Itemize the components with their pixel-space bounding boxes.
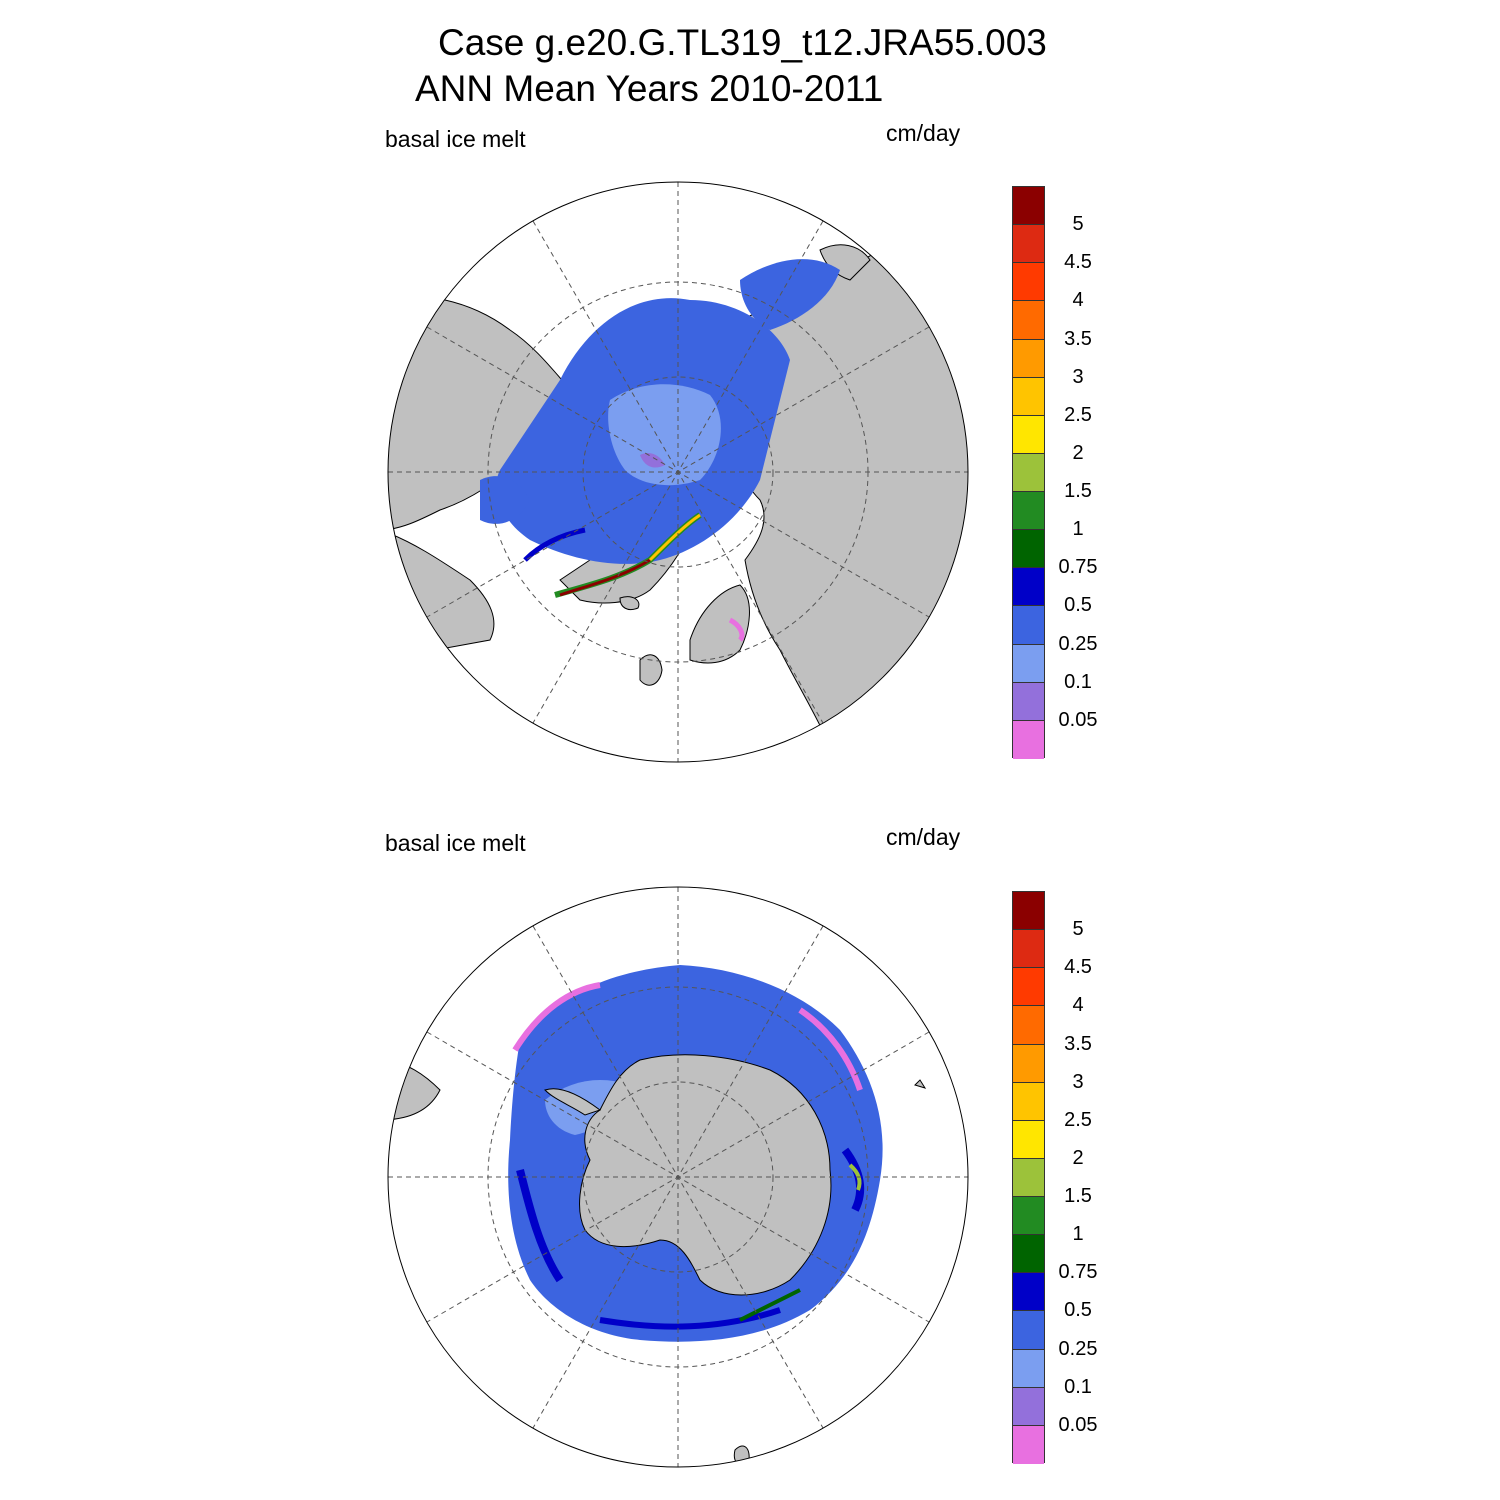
south-graticule (388, 887, 968, 1467)
north-colorbar (1012, 186, 1045, 759)
colorbar-swatch (1013, 1425, 1044, 1464)
colorbar-swatch (1013, 263, 1044, 302)
colorbar-swatch (1013, 1158, 1044, 1197)
colorbar-tick-label: 1 (1072, 518, 1084, 541)
colorbar-tick-label: 2 (1072, 1146, 1084, 1169)
colorbar-swatch (1013, 1006, 1044, 1045)
colorbar-tick-label: 0.1 (1064, 1375, 1092, 1398)
colorbar-swatch (1013, 1044, 1044, 1083)
north-polar-map (388, 182, 968, 762)
colorbar-swatch (1013, 1120, 1044, 1159)
colorbar-swatch (1013, 377, 1044, 416)
colorbar-tick-label: 1 (1072, 1223, 1084, 1246)
colorbar-swatch (1013, 682, 1044, 721)
colorbar-swatch (1013, 644, 1044, 683)
colorbar-swatch (1013, 301, 1044, 340)
colorbar-swatch (1013, 339, 1044, 378)
north-ice-melt-field (480, 259, 840, 642)
colorbar-swatch (1013, 892, 1044, 931)
south-map-border (387, 886, 969, 1468)
colorbar-tick-label: 1.5 (1064, 1185, 1092, 1208)
north-map-border (387, 181, 969, 763)
colorbar-tick-label: 4.5 (1064, 956, 1092, 979)
south-panel-variable-label: basal ice melt (385, 830, 526, 856)
colorbar-tick-label: 0.75 (1058, 556, 1098, 579)
colorbar-tick-label: 2.5 (1064, 403, 1092, 426)
colorbar-swatch (1013, 1387, 1044, 1426)
colorbar-tick-label: 0.5 (1064, 1299, 1092, 1322)
colorbar-swatch (1013, 1273, 1044, 1312)
colorbar-swatch (1013, 1311, 1044, 1350)
colorbar-swatch (1013, 1197, 1044, 1236)
colorbar-swatch (1013, 930, 1044, 969)
colorbar-tick-label: 4.5 (1064, 251, 1092, 274)
colorbar-tick-label: 1.5 (1064, 480, 1092, 503)
colorbar-tick-label: 3 (1072, 365, 1084, 388)
colorbar-tick-label: 3.5 (1064, 327, 1092, 350)
colorbar-tick-label: 3.5 (1064, 1032, 1092, 1055)
colorbar-tick-label: 0.5 (1064, 594, 1092, 617)
colorbar-tick-label: 0.05 (1058, 708, 1098, 731)
colorbar-swatch (1013, 492, 1044, 531)
colorbar-swatch (1013, 1235, 1044, 1274)
south-polar-map (388, 887, 968, 1467)
colorbar-swatch (1013, 720, 1044, 759)
colorbar-swatch (1013, 606, 1044, 645)
colorbar-tick-label: 0.25 (1058, 1337, 1098, 1360)
south-panel-units-label: cm/day (886, 824, 961, 850)
colorbar-tick-label: 4 (1072, 289, 1084, 312)
colorbar-swatch (1013, 453, 1044, 492)
colorbar-swatch (1013, 530, 1044, 569)
colorbar-swatch (1013, 415, 1044, 454)
colorbar-tick-label: 4 (1072, 994, 1084, 1017)
north-panel-variable-label: basal ice melt (385, 126, 526, 152)
colorbar-swatch (1013, 1082, 1044, 1121)
north-panel-units-label: cm/day (886, 120, 961, 146)
south-colorbar (1012, 891, 1045, 1464)
colorbar-tick-label: 2.5 (1064, 1108, 1092, 1131)
colorbar-tick-label: 3 (1072, 1070, 1084, 1093)
colorbar-swatch (1013, 187, 1044, 226)
colorbar-swatch (1013, 968, 1044, 1007)
figure-title-line2: ANN Mean Years 2010-2011 (415, 68, 884, 109)
figure-title-line1: Case g.e20.G.TL319_t12.JRA55.003 (438, 22, 1047, 63)
colorbar-tick-label: 5 (1072, 918, 1084, 941)
colorbar-tick-label: 0.1 (1064, 670, 1092, 693)
colorbar-swatch (1013, 568, 1044, 607)
colorbar-swatch (1013, 1349, 1044, 1388)
colorbar-tick-label: 0.25 (1058, 632, 1098, 655)
colorbar-swatch (1013, 225, 1044, 264)
colorbar-tick-label: 5 (1072, 213, 1084, 236)
colorbar-tick-label: 0.75 (1058, 1261, 1098, 1284)
colorbar-tick-label: 0.05 (1058, 1413, 1098, 1436)
north-graticule (388, 182, 968, 762)
colorbar-tick-label: 2 (1072, 441, 1084, 464)
